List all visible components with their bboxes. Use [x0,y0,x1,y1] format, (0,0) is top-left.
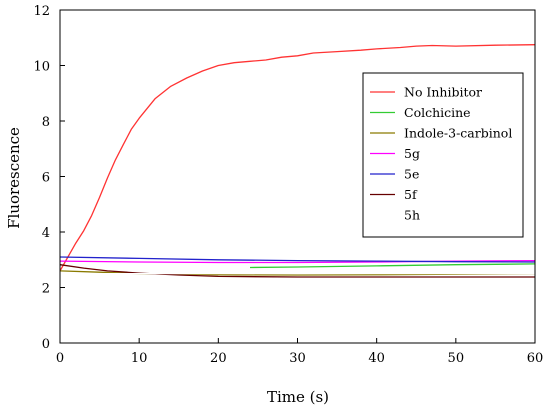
legend-label: 5g [404,146,420,161]
y-tick-label: 10 [33,60,50,75]
series-line-5f [59,264,535,278]
legend-box [362,72,524,238]
x-tick-label: 40 [368,351,385,366]
series-line-5e [59,256,536,263]
ticks: 0 10 20 30 40 50 60 0 2 4 6 8 10 12 [33,4,543,366]
legend-label: Colchicine [404,105,471,120]
y-tick-label: 2 [42,282,50,297]
y-tick-label: 12 [33,4,50,19]
y-axis-label: Fluorescence [5,127,23,229]
x-tick-label: 0 [56,351,64,366]
y-tick-label: 0 [42,337,50,352]
y-tick-label: 6 [42,171,50,186]
legend-label: 5h [404,208,420,223]
legend: No Inhibitor Colchicine Indole-3-carbinol 5… [362,72,524,238]
series-line-indole-3-carbinol [59,270,536,276]
x-tick-label: 50 [448,351,465,366]
legend-label: 5f [404,187,418,202]
x-tick-label: 30 [289,351,306,366]
legend-label: 5e [404,167,419,182]
series-line-colchicine [249,263,536,269]
y-tick-label: 8 [42,115,50,130]
x-axis-label: Time (s) [267,388,329,406]
legend-label: Indole-3-carbinol [404,126,512,141]
legend-label: No Inhibitor [404,85,482,100]
x-tick-label: 10 [131,351,148,366]
x-tick-label: 20 [210,351,227,366]
series-line-no-inhibitor [59,44,536,272]
y-tick-label: 4 [42,226,50,241]
x-tick-label: 60 [527,351,544,366]
plot-area [59,44,536,278]
